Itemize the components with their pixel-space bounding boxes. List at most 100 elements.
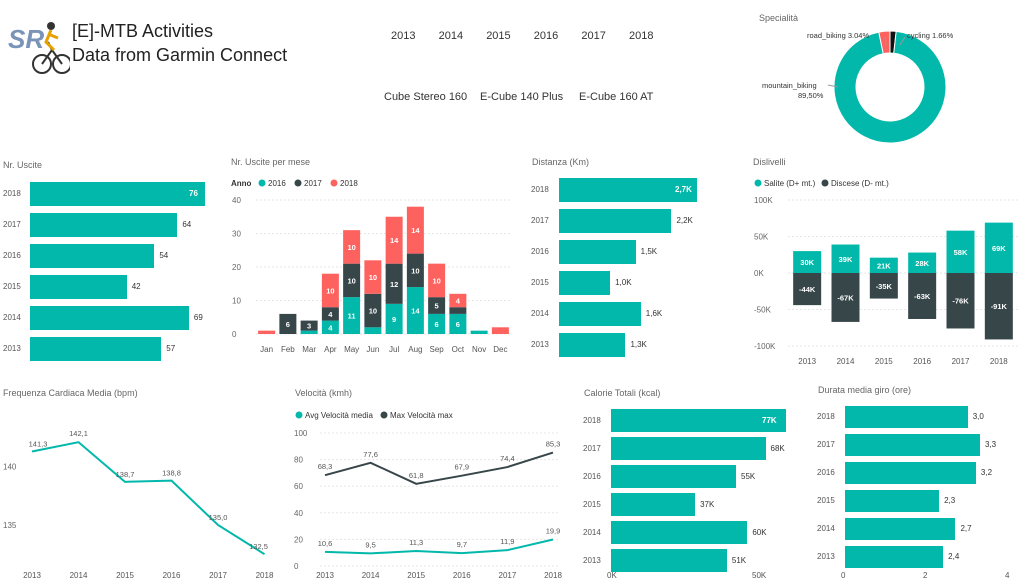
data-label: 77,6 (363, 450, 378, 459)
velocita-line-0[interactable] (324, 538, 554, 555)
y-tick: 140 (3, 463, 17, 472)
bike-slicer-item[interactable]: Cube Stereo 160 (384, 91, 468, 103)
calorie-bar-2017[interactable] (611, 437, 766, 460)
durata-bar-2013[interactable] (845, 546, 944, 568)
distanza-bar-2017[interactable] (559, 209, 672, 233)
data-label: 58K (954, 248, 968, 257)
calorie-bar-2016[interactable] (611, 465, 736, 488)
bar-2017-Apr[interactable] (321, 307, 339, 321)
bar-discese-2014[interactable] (831, 273, 860, 322)
calorie-bar-2018[interactable] (611, 409, 786, 432)
x-tick: 2016 (163, 571, 181, 580)
bar-2016-Nov[interactable] (470, 330, 488, 334)
durata-bar-2017[interactable] (845, 434, 980, 456)
bar-2018-Jan[interactable] (258, 330, 276, 334)
bar-discese-2013[interactable] (793, 273, 822, 306)
bar-2017-Jul[interactable] (385, 263, 403, 304)
bar-discese-2016[interactable] (908, 273, 937, 319)
distanza-bar-2016[interactable] (559, 240, 636, 264)
bar-2017-Sep[interactable] (428, 297, 446, 314)
durata-bar-2015[interactable] (845, 490, 940, 512)
durata-bar-2016[interactable] (845, 462, 976, 484)
data-label: 9,7 (457, 540, 467, 549)
calorie-value-label: 60K (752, 527, 767, 537)
bar-2016-Sep[interactable] (428, 313, 446, 334)
bar-2016-Mar[interactable] (300, 330, 318, 334)
x-tick: 2017 (209, 571, 227, 580)
x-tick: Sep (430, 345, 445, 354)
bar-2018-May[interactable] (343, 230, 361, 264)
uscite-bar-2014[interactable] (30, 306, 189, 330)
data-label: 4 (456, 297, 461, 306)
bar-salite-2015[interactable] (869, 257, 898, 273)
bar-2018-Aug[interactable] (406, 206, 424, 254)
year-slicer-item-2013[interactable]: 2013 (391, 30, 416, 42)
bar-2018-Jun[interactable] (364, 260, 382, 294)
bar-salite-2013[interactable] (793, 251, 822, 273)
durata-value-label: 3,0 (972, 412, 984, 421)
durata-value-label: 2,7 (960, 524, 972, 533)
bar-2017-Jun[interactable] (364, 293, 382, 328)
durata-value-label: 3,3 (985, 440, 997, 449)
bar-2016-Oct[interactable] (449, 313, 467, 334)
legend-label: 2018 (340, 179, 358, 188)
calorie-bar-2014[interactable] (611, 521, 748, 544)
bar-2016-Jul[interactable] (385, 303, 403, 334)
bar-2017-Aug[interactable] (406, 253, 424, 288)
x-tick: May (344, 345, 359, 354)
uscite-bar-2016[interactable] (30, 244, 155, 268)
data-label: 10 (347, 276, 355, 285)
bar-salite-2018[interactable] (984, 222, 1013, 273)
year-slicer-item-2016[interactable]: 2016 (533, 30, 559, 42)
year-slicer-item-2014[interactable]: 2014 (438, 30, 464, 42)
year-slicer-item-2015[interactable]: 2015 (486, 30, 511, 42)
bar-2016-May[interactable] (343, 297, 361, 334)
bar-2016-Aug[interactable] (406, 287, 424, 334)
bar-2018-Sep[interactable] (428, 263, 446, 298)
bar-salite-2014[interactable] (831, 244, 860, 273)
legend-label: 2017 (304, 179, 322, 188)
legend-title: Anno (231, 179, 252, 188)
bar-2016-Jun[interactable] (364, 327, 382, 334)
bar-2017-Oct[interactable] (449, 307, 467, 314)
durata-bar-2018[interactable] (845, 406, 968, 428)
data-label: 9,5 (365, 540, 375, 549)
bike-slicer-item[interactable]: E-Cube 140 Plus (480, 91, 564, 103)
distanza-bar-2014[interactable] (559, 302, 641, 326)
data-label: 11,9 (500, 537, 514, 546)
bike-slicer-item[interactable]: E-Cube 160 AT (579, 91, 654, 103)
x-tick: Apr (324, 345, 337, 354)
calorie-bar-2013[interactable] (611, 549, 727, 572)
uscite-bar-2018[interactable] (30, 182, 205, 206)
bar-2018-Oct[interactable] (449, 293, 467, 308)
velocita-line-1[interactable] (324, 451, 554, 485)
year-slicer-item-2017[interactable]: 2017 (581, 30, 606, 42)
x-tick: 2016 (913, 357, 931, 366)
bar-2018-Apr[interactable] (321, 273, 339, 308)
bar-2018-Dec[interactable] (491, 327, 509, 334)
pie-slice-mountain_biking[interactable] (833, 30, 947, 144)
uscite-mese-chart: Anno 2016 2017 2018 0 10 20 30 40 Jan 6 Feb 3 Mar 4 4 10… (231, 179, 511, 354)
data-label: 14 (411, 226, 420, 235)
calorie-bar-2015[interactable] (611, 493, 696, 516)
durata-cat-2014: 2014 (817, 524, 835, 533)
bar-salite-2017[interactable] (946, 230, 975, 273)
bar-discese-2017[interactable] (946, 273, 975, 329)
uscite-bar-2013[interactable] (30, 337, 162, 361)
distanza-bar-2018[interactable] (559, 178, 697, 202)
bar-2016-Apr[interactable] (321, 320, 339, 334)
bar-2017-May[interactable] (343, 263, 361, 298)
bar-discese-2018[interactable] (984, 273, 1013, 340)
distanza-bar-2013[interactable] (559, 333, 626, 357)
durata-bar-2014[interactable] (845, 518, 956, 540)
bar-2018-Jul[interactable] (385, 216, 403, 264)
bar-2017-Mar[interactable] (300, 320, 318, 331)
bar-discese-2015[interactable] (869, 273, 898, 299)
uscite-bar-2017[interactable] (30, 213, 178, 237)
distanza-bar-2015[interactable] (559, 271, 611, 295)
year-slicer-item-2018[interactable]: 2018 (629, 30, 654, 42)
uscite-bar-2015[interactable] (30, 275, 127, 299)
bar-2017-Feb[interactable] (279, 313, 297, 334)
bar-salite-2016[interactable] (908, 252, 937, 273)
freq-line[interactable] (31, 441, 266, 556)
